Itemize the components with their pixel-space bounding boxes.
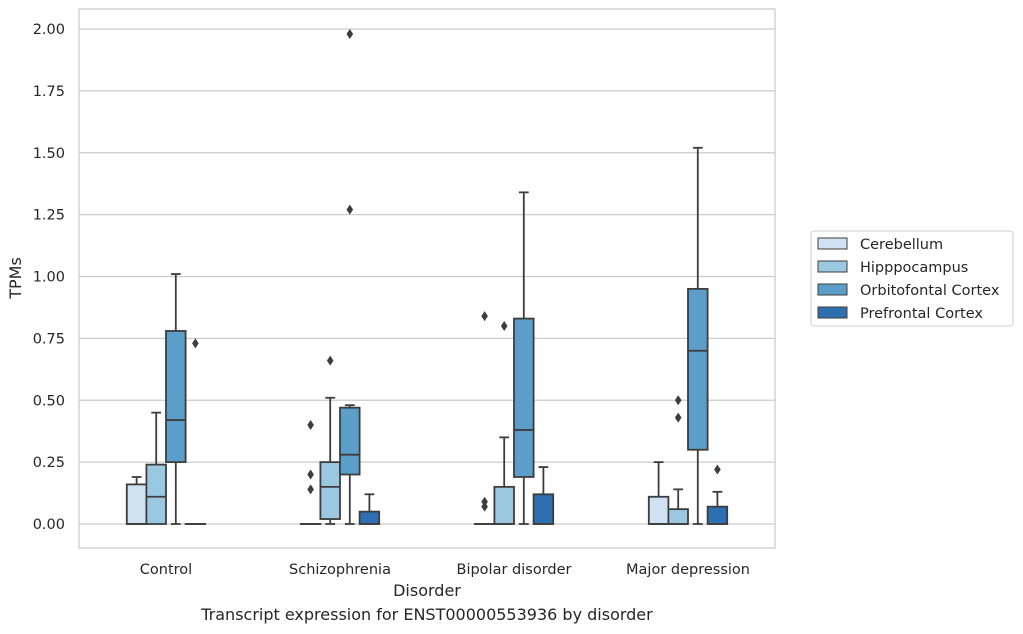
box-hipppocampus <box>493 321 515 525</box>
box-body <box>358 510 381 525</box>
box-cerebellum <box>647 461 670 525</box>
legend: Cerebellum Hipppocampus Orbitofontal Corte… <box>810 230 1014 327</box>
box-orbitofontal-cortex <box>513 191 535 525</box>
box-body <box>339 406 361 476</box>
outlier-point <box>481 496 488 507</box>
box-body <box>145 463 167 525</box>
box-body <box>706 505 729 525</box>
outlier-point <box>346 204 354 215</box>
box-body <box>319 461 341 520</box>
outlier-point <box>192 338 199 349</box>
legend-box <box>810 230 1014 327</box>
legend-label: Prefrontal Cortex <box>860 306 983 322</box>
outlier-point <box>346 28 354 39</box>
x-tick-label: Bipolar disorder <box>457 562 572 578</box>
box-cerebellum <box>473 311 496 525</box>
y-axis-label: TPMs <box>6 257 25 300</box>
box-hipppocampus <box>145 411 167 525</box>
legend-label: Hipppocampus <box>860 260 968 276</box>
box-cerebellum <box>125 476 148 525</box>
y-tick-label: 0.75 <box>33 331 65 347</box>
legend-swatch <box>817 237 848 250</box>
box-body <box>493 485 515 525</box>
box-body <box>165 330 187 464</box>
x-tick-labels: Control Schizophrenia Bipolar disorder Majo… <box>140 562 750 578</box>
outlier-point <box>714 464 721 475</box>
y-gridlines <box>79 28 775 525</box>
box-plot-marks <box>125 28 729 525</box>
x-tick-label: Schizophrenia <box>289 562 391 578</box>
legend-label: Cerebellum <box>860 237 943 253</box>
outlier-point <box>500 321 508 331</box>
plot-frame <box>78 8 776 549</box>
box-cerebellum <box>299 420 322 525</box>
y-tick-label: 1.25 <box>33 208 65 224</box>
box-body <box>532 493 555 525</box>
box-hipppocampus <box>319 355 341 525</box>
x-axis-label: Disorder <box>393 581 461 600</box>
y-tick-labels: 0.00 0.25 0.50 0.75 1.00 1.25 1.50 1.75 2.00 <box>33 22 65 533</box>
box-prefrontal-cortex <box>706 464 729 525</box>
y-tick-label: 2.00 <box>33 22 65 38</box>
box-orbitofontal-cortex <box>339 28 361 525</box>
outlier-point <box>674 395 682 406</box>
chart-caption: Transcript expression for ENST0000055393… <box>201 605 653 624</box>
y-tick-label: 0.00 <box>33 517 65 533</box>
box-body <box>125 483 148 525</box>
outlier-point <box>674 412 682 423</box>
box-orbitofontal-cortex <box>687 146 709 525</box>
x-tick-label: Major depression <box>626 562 750 578</box>
outlier-point <box>307 469 314 480</box>
legend-swatch <box>817 283 848 296</box>
box-body <box>667 508 689 525</box>
box-prefrontal-cortex <box>358 493 381 525</box>
y-tick-label: 0.25 <box>33 455 65 471</box>
y-tick-label: 0.50 <box>33 393 65 409</box>
outlier-point <box>307 420 314 430</box>
x-tick-label: Control <box>140 562 192 578</box>
box-orbitofontal-cortex <box>165 273 187 525</box>
outlier-point <box>481 311 488 322</box>
box-body <box>513 317 535 478</box>
y-tick-label: 1.00 <box>33 270 65 286</box>
box-prefrontal-cortex <box>532 466 555 525</box>
legend-swatch <box>817 306 848 319</box>
legend-label: Orbitofontal Cortex <box>860 283 1000 299</box>
outlier-point <box>307 484 314 495</box>
box-hipppocampus <box>667 395 689 525</box>
y-tick-label: 1.50 <box>33 146 65 162</box>
y-tick-label: 1.75 <box>33 84 65 100</box>
box-prefrontal-cortex <box>184 338 207 525</box>
outlier-point <box>326 355 334 366</box>
box-body <box>647 495 670 525</box>
legend-swatch <box>817 260 848 273</box>
box-body <box>687 287 709 451</box>
